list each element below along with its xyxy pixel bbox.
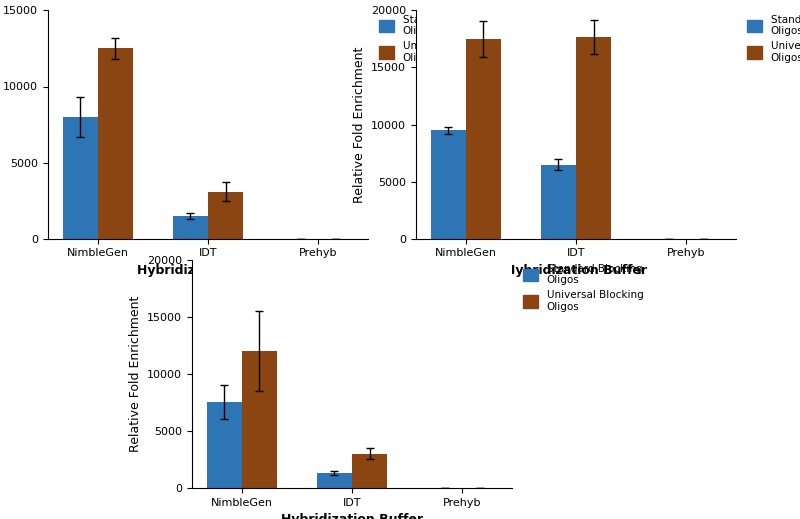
- Bar: [242, 351, 277, 488]
- Bar: [173, 216, 208, 239]
- X-axis label: Hybridization Buffer: Hybridization Buffer: [281, 513, 423, 519]
- X-axis label: Hybridization Buffer: Hybridization Buffer: [505, 264, 647, 277]
- Bar: [466, 39, 501, 239]
- Bar: [352, 454, 387, 488]
- Y-axis label: Relative Fold Enrichment: Relative Fold Enrichment: [129, 295, 142, 452]
- Legend: Standard Blocking
Oligos, Universal Blocking
Oligos: Standard Blocking Oligos, Universal Bloc…: [518, 260, 647, 316]
- Bar: [576, 37, 611, 239]
- Bar: [541, 165, 576, 239]
- Y-axis label: Relative Fold Enrichment: Relative Fold Enrichment: [353, 46, 366, 203]
- Bar: [98, 48, 133, 239]
- Bar: [206, 402, 242, 488]
- Bar: [317, 473, 352, 488]
- Legend: Standard Blocking
Oligos, Universal Blocking
Oligos: Standard Blocking Oligos, Universal Bloc…: [742, 10, 800, 67]
- X-axis label: Hybridization Buffer: Hybridization Buffer: [137, 264, 279, 277]
- Bar: [430, 130, 466, 239]
- Bar: [208, 192, 243, 239]
- Legend: Standard Blocking
Oligos, Universal Blocking
Oligos: Standard Blocking Oligos, Universal Bloc…: [374, 10, 503, 67]
- Bar: [62, 117, 98, 239]
